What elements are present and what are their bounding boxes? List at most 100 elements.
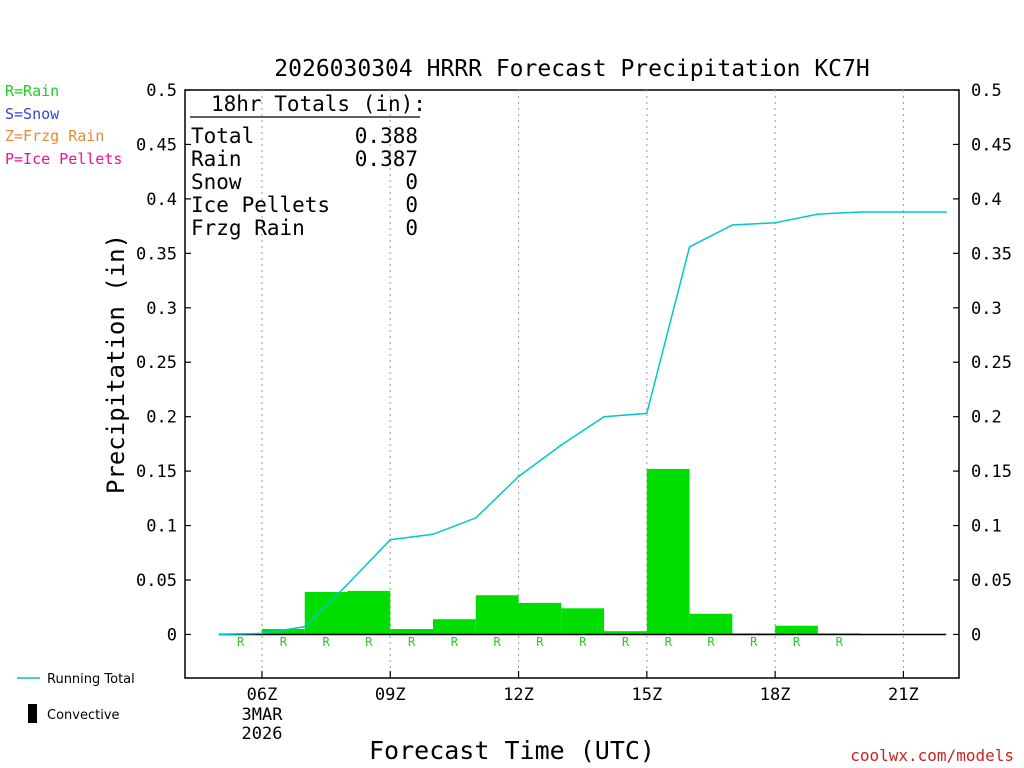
precip-type-marker: R [408, 635, 416, 649]
running-total-point [774, 222, 776, 224]
precip-type-marker: R [322, 635, 330, 649]
running-total-line [218, 211, 947, 636]
precip-bar [390, 629, 434, 635]
grid-lines [261, 90, 905, 678]
hourly-bars [219, 468, 861, 635]
y-axis-label: Precipitation (in) [102, 234, 130, 494]
precip-type-marker: R [494, 635, 502, 649]
totals-value-rain: 0.387 [355, 147, 418, 171]
precip-bar [475, 595, 519, 635]
running-total-point [731, 224, 734, 226]
legend-frzg-rain: Z=Frzg Rain [5, 127, 104, 145]
precip-bar [604, 631, 647, 635]
x-tick-label: 18Z [760, 685, 791, 705]
precip-type-marker: R [793, 635, 801, 649]
precip-type-marker: R [280, 635, 288, 649]
y-tick-label-right: 0.2 [971, 408, 1002, 428]
convective-legend-label: Convective [47, 708, 120, 723]
totals-label-frzg-rain: Frzg Rain [191, 216, 305, 240]
totals-value-snow: 0 [405, 170, 418, 194]
precip-type-marker: R [365, 635, 373, 649]
convective-legend-swatch [28, 704, 37, 723]
legend-snow: S=Snow [5, 105, 60, 123]
y-tick-label-right: 0.4 [971, 190, 1002, 210]
y-tick-label-right: 0.05 [971, 571, 1012, 591]
precip-bar [304, 591, 348, 635]
precip-type-marker: R [622, 635, 630, 649]
precip-type-marker: R [451, 635, 459, 649]
totals-label-snow: Snow [191, 170, 242, 194]
y-tick-label-right: 0.45 [971, 135, 1012, 155]
y-tick-label-left: 0.25 [136, 353, 177, 373]
y-tick-label-left: 0.2 [146, 408, 177, 428]
series-legend: Running Total Convective [17, 672, 135, 723]
y-tick-label-right: 0.25 [971, 353, 1012, 373]
precip-type-marker: R [665, 635, 673, 649]
x-date-label: 2026 [241, 724, 282, 744]
precip-bar [347, 590, 391, 635]
precip-bar [433, 619, 476, 635]
precip-type-marker: R [237, 635, 245, 649]
precip-bar [261, 629, 305, 635]
running-total-point [859, 211, 862, 213]
precip-bar [561, 608, 605, 635]
precip-bar [646, 468, 690, 635]
precip-bar [689, 613, 733, 635]
y-tick-label-left: 0.5 [146, 81, 177, 101]
x-tick-label: 21Z [888, 685, 919, 705]
running-total-point [945, 211, 947, 213]
y-tick-label-left: 0.05 [136, 571, 177, 591]
running-total-point [432, 533, 434, 536]
running-total-legend-label: Running Total [47, 672, 135, 687]
precip-type-marker: R [707, 635, 715, 649]
y-tick-label-left: 0.15 [136, 462, 177, 482]
y-tick-label-right: 0 [971, 625, 981, 645]
chart-title: 2026030304 HRRR Forecast Precipitation K… [274, 56, 869, 82]
credit-text: coolwx.com/models [850, 746, 1014, 765]
running-total-point [902, 211, 905, 213]
totals-label-rain: Rain [191, 147, 242, 171]
y-tick-label-left: 0.35 [136, 244, 177, 264]
y-tick-label-left: 0.1 [146, 517, 177, 537]
precip-type-marker: R [750, 635, 758, 649]
running-total-polyline [219, 211, 947, 636]
y-tick-label-right: 0.5 [971, 81, 1002, 101]
precip-bar [518, 602, 562, 635]
x-axis-label: Forecast Time (UTC) [369, 736, 655, 765]
plot-frame [184, 89, 960, 679]
y-axes: 0.5 0.5 0.45 0.45 0.4 0.4 0.35 0.35 0.3 0.3 0.25 0.… [136, 81, 1012, 645]
totals-label-ice-pellets: Ice Pellets [191, 193, 330, 217]
totals-label-total: Total [191, 124, 254, 148]
x-date-label: 3MAR [241, 705, 283, 725]
y-tick-label-right: 0.35 [971, 244, 1012, 264]
running-total-point [346, 583, 349, 586]
precip-type-marker: R [536, 635, 544, 649]
totals-value-frzg-rain: 0 [405, 216, 418, 240]
y-tick-label-left: 0 [167, 625, 177, 645]
running-total-point [389, 538, 392, 541]
x-tick-label: 09Z [375, 685, 406, 705]
precip-type-marker: R [836, 635, 844, 649]
running-total-point [560, 444, 563, 446]
running-total-point [688, 246, 691, 248]
x-tick-label: 06Z [247, 685, 278, 705]
x-tick-label: 15Z [631, 685, 662, 705]
y-tick-label-left: 0.45 [136, 135, 177, 155]
running-total-point [474, 517, 477, 519]
totals-value-total: 0.388 [355, 124, 418, 148]
precip-bar [775, 625, 818, 635]
totals-title: 18hr Totals (in): [211, 92, 426, 116]
legend-ice-pellets: P=Ice Pellets [5, 150, 122, 168]
y-tick-label-right: 0.3 [971, 299, 1002, 319]
running-total-point [261, 632, 263, 635]
totals-value-ice-pellets: 0 [405, 193, 418, 217]
y-tick-label-left: 0.3 [146, 299, 177, 319]
running-total-point [817, 213, 819, 215]
running-total-point [603, 415, 605, 418]
precip-type-legend: R=Rain S=Snow Z=Frzg Rain P=Ice Pellets [5, 82, 122, 168]
legend-rain: R=Rain [5, 82, 59, 100]
y-tick-label-right: 0.1 [971, 517, 1002, 537]
